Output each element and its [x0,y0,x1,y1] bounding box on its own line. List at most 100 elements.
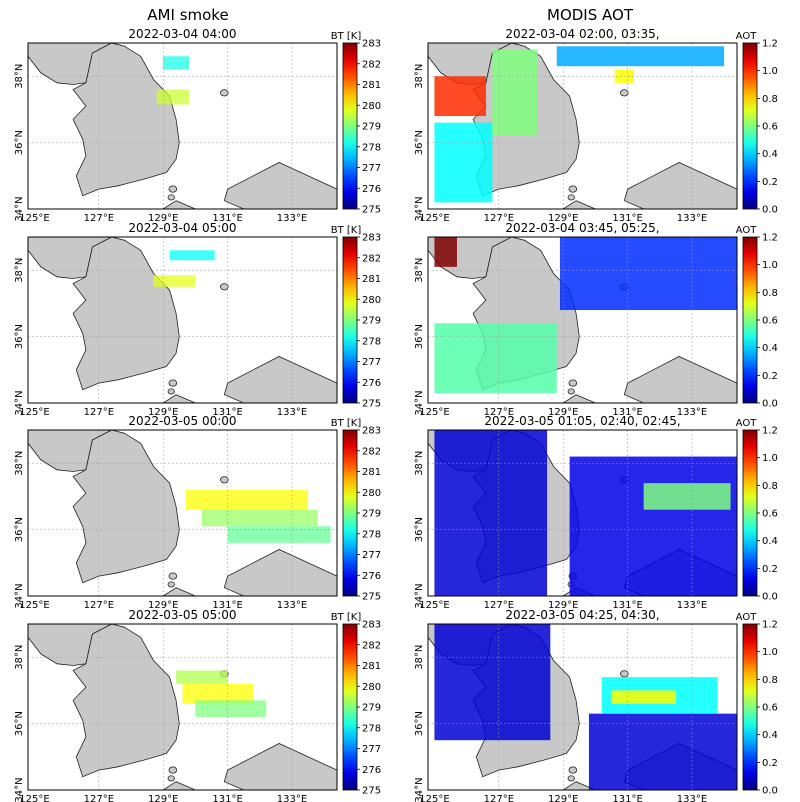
island-3 [568,185,578,193]
colorbar-tick-label: 1.2 [762,39,778,50]
x-tick-label: 133°E [277,794,307,802]
plume-2 [169,250,215,261]
map-frame [427,236,738,404]
colorbar-tick-label: 0.2 [762,177,778,188]
x-tick-label: 125°E [419,600,449,611]
colorbar-tick-label: 280 [362,488,381,499]
y-tick-label: 38°N [14,64,25,89]
colorbar-tick-label: 280 [362,101,381,112]
map-panel-8: 2022-03-05 04:25, 04:30, 125°E 127°E 129°E 1… [414,608,778,802]
island-4 [567,775,575,782]
colorbar-scale [742,623,758,791]
panel-title: 2022-03-05 05:00 [128,608,236,622]
x-tick-label: 125°E [19,407,49,418]
island-3 [568,379,578,387]
island-4 [167,775,175,782]
colorbar-tick-label: 275 [362,786,381,797]
panel-title: 2022-03-04 02:00, 03:35, [505,27,659,41]
map-content [428,237,737,403]
colorbar-tick-label: 276 [362,571,381,582]
island-1 [220,283,229,291]
y-tick-label: 38°N [14,258,25,283]
colorbar-tick-label: 1.0 [762,453,778,464]
map-panel-2: 2022-03-04 05:00 125°E 127°E 129°E 131°E 133°… [14,221,381,418]
map-panel-1: 2022-03-04 04:00 125°E 127°E 129°E 131°E 133°… [14,27,381,224]
panel-title: 2022-03-04 03:45, 05:25, [505,221,659,235]
colorbar-tick-label: 0.2 [762,758,778,769]
island-3 [168,572,178,580]
colorbar-tick-label: 0.6 [762,316,778,327]
map-panel-5: 2022-03-04 02:00, 03:35, 125°E 127°E 129°E 1… [414,27,778,224]
y-tick-label: 36°N [14,324,25,349]
y-tick-label: 36°N [414,130,425,155]
colorbar-tick-label: 1.0 [762,647,778,658]
plume-1 [434,237,457,267]
colorbar: BT [K] 275 276 277 278 279 280 281 282 283 [331,612,381,797]
x-tick-label: 131°E [212,213,242,224]
colorbar-scale [742,429,758,597]
panel-title: 2022-03-05 00:00 [128,414,236,428]
island-3 [168,766,178,774]
plume-2 [569,456,737,596]
colorbar-tick-label: 278 [362,142,381,153]
colorbar: AOT 0.0 0.2 0.4 0.6 0.8 1.0 1.2 [736,612,778,797]
x-tick-label: 131°E [212,794,242,802]
plume-4 [556,46,725,67]
colorbar-tick-label: 283 [362,39,381,50]
land-korea [72,237,180,391]
plume-2 [182,683,254,704]
colorbar-label: BT [K] [331,418,362,429]
plume-2 [434,122,493,203]
x-tick-label: 127°E [484,794,514,802]
map-panel-3: 2022-03-05 00:00 125°E 127°E 129°E 131°E 133°… [14,414,381,611]
land-korea [72,624,180,778]
x-tick-label: 125°E [19,213,49,224]
header-left: AMI smoke [147,6,228,24]
colorbar-tick-label: 280 [362,682,381,693]
land-honshu [223,356,337,403]
y-tick-label: 34°N [14,583,25,608]
map-content [28,624,337,790]
y-tick-label: 36°N [414,324,425,349]
colorbar-tick-label: 279 [362,122,381,133]
y-tick-label: 36°N [414,711,425,736]
plume-2 [434,323,557,394]
colorbar-tick-label: 277 [362,550,381,561]
map-frame [427,42,738,210]
colorbar-tick-label: 282 [362,253,381,264]
map-frame [27,236,338,404]
land-kyushu [562,394,596,403]
y-tick-label: 38°N [14,451,25,476]
land-kyushu [162,781,196,790]
colorbar-tick-label: 0.6 [762,122,778,133]
colorbar-scale [342,236,358,404]
plume-1 [176,670,228,684]
x-tick-label: 127°E [484,600,514,611]
island-1 [220,89,229,97]
colorbar-tick-label: 281 [362,274,381,285]
colorbar-tick-label: 275 [362,399,381,410]
y-tick-label: 36°N [14,711,25,736]
colorbar-tick-label: 278 [362,723,381,734]
colorbar-tick-label: 0.0 [762,205,778,216]
plume-3 [643,483,731,510]
land-korea [72,43,180,197]
colorbar-label: BT [K] [331,612,362,623]
x-tick-label: 127°E [84,600,114,611]
colorbar-tick-label: 0.8 [762,481,778,492]
map-frame [27,623,338,791]
island-4 [567,388,575,395]
colorbar-tick-label: 0.0 [762,786,778,797]
x-tick-label: 131°E [612,794,642,802]
plume-1 [434,430,548,596]
island-4 [167,581,175,588]
plume-3 [492,49,538,136]
x-tick-label: 129°E [548,213,578,224]
map-frame [27,42,338,210]
colorbar-label: BT [K] [331,225,362,236]
colorbar-tick-label: 283 [362,233,381,244]
colorbar-tick-label: 281 [362,661,381,672]
colorbar-tick-label: 0.6 [762,509,778,520]
plume-3 [559,237,737,311]
colorbar-tick-label: 282 [362,446,381,457]
